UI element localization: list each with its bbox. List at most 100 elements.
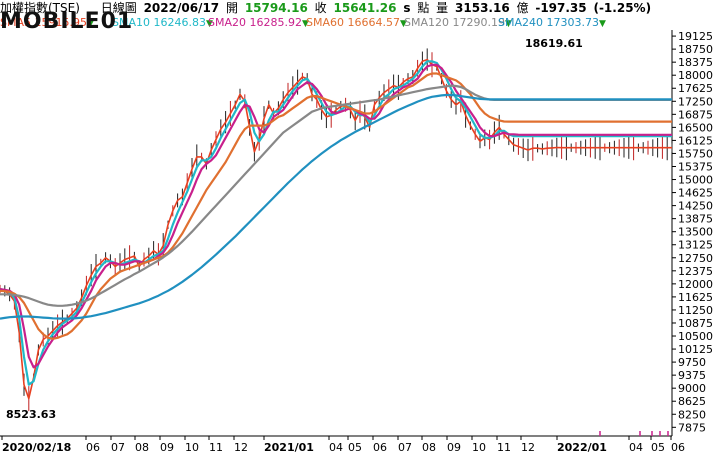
change-percent: (-1.25%) bbox=[593, 1, 652, 15]
y-tick-label: 7875 bbox=[678, 421, 706, 434]
x-tick-label: 11 bbox=[209, 441, 223, 453]
series-line-sma240 bbox=[0, 93, 672, 320]
series-line-sma20 bbox=[0, 63, 672, 369]
x-tick-label: 2020/02/18 bbox=[2, 441, 71, 453]
legend-sma120: SMA120 17290.19▼ bbox=[404, 16, 512, 31]
legend-sma10: SMA10 16246.83▼ bbox=[112, 16, 213, 31]
legend-value: 16246.83 bbox=[153, 16, 207, 29]
legend-label: SMA240 bbox=[498, 16, 547, 29]
y-tick-label: 14625 bbox=[678, 187, 713, 200]
legend-sma5: SMA5 15915.95▼ bbox=[0, 16, 94, 31]
legend-value: 16664.57 bbox=[347, 16, 401, 29]
legend-label: SMA10 bbox=[112, 16, 154, 29]
y-tick-label: 16500 bbox=[678, 121, 713, 134]
volume-label: 量 bbox=[436, 1, 449, 15]
x-tick-label: 07 bbox=[398, 441, 412, 453]
x-tick-label: 09 bbox=[160, 441, 174, 453]
y-tick-label: 11625 bbox=[678, 291, 713, 304]
y-tick-label: 12000 bbox=[678, 278, 713, 291]
y-tick-label: 10500 bbox=[678, 330, 713, 343]
legend-label: SMA120 bbox=[404, 16, 453, 29]
unit-s: s bbox=[403, 1, 411, 15]
x-tick-label: 12 bbox=[521, 441, 535, 453]
x-tick-label: 06 bbox=[86, 441, 100, 453]
y-tick-label: 8625 bbox=[678, 395, 706, 408]
y-tick-label: 18750 bbox=[678, 43, 713, 56]
y-tick-label: 11250 bbox=[678, 304, 713, 317]
y-tick-label: 17625 bbox=[678, 82, 713, 95]
change-value: -197.35 bbox=[535, 1, 587, 15]
legend-value: 17303.73 bbox=[546, 16, 600, 29]
y-tick-label: 9000 bbox=[678, 382, 706, 395]
series-line-sma5 bbox=[0, 58, 672, 400]
down-arrow-icon: ▼ bbox=[505, 19, 512, 29]
high-annotation: 18619.61 bbox=[525, 37, 583, 50]
legend-sma60: SMA60 16664.57▼ bbox=[306, 16, 407, 31]
x-tick-label: 11 bbox=[497, 441, 511, 453]
index-name: 加權指數(TSE) bbox=[0, 1, 80, 15]
volume-unit: 億 bbox=[516, 1, 529, 15]
y-tick-label: 16125 bbox=[678, 134, 713, 147]
y-tick-label: 15750 bbox=[678, 147, 713, 160]
y-tick-label: 12750 bbox=[678, 252, 713, 265]
low-annotation: 8523.63 bbox=[6, 408, 56, 421]
down-arrow-icon: ▼ bbox=[400, 19, 407, 29]
legend-label: SMA5 bbox=[0, 16, 35, 29]
y-tick-label: 19125 bbox=[678, 30, 713, 43]
y-tick-label: 17250 bbox=[678, 95, 713, 108]
x-tick-label: 10 bbox=[185, 441, 199, 453]
legend-value: 17290.19 bbox=[452, 16, 506, 29]
x-tick-label: 08 bbox=[135, 441, 149, 453]
down-arrow-icon: ▼ bbox=[599, 19, 606, 29]
y-tick-label: 8250 bbox=[678, 408, 706, 421]
legend-value: 15915.95 bbox=[34, 16, 88, 29]
close-value: 15641.26 bbox=[333, 1, 397, 15]
quote-date: 2022/06/17 bbox=[143, 1, 220, 15]
volume-value: 3153.16 bbox=[455, 1, 510, 15]
period-label: 日線圖 bbox=[100, 1, 137, 15]
series-line-sma60 bbox=[0, 72, 672, 340]
down-arrow-icon: ▼ bbox=[87, 19, 94, 29]
x-tick-label: 10 bbox=[472, 441, 486, 453]
x-tick-label: 04 bbox=[329, 441, 343, 453]
x-tick-label: 2022/01 bbox=[557, 441, 607, 453]
quote-header: 加權指數(TSE) 日線圖 2022/06/17 開 15794.16 收 15… bbox=[0, 0, 720, 16]
y-tick-label: 15000 bbox=[678, 174, 713, 187]
y-tick-label: 18375 bbox=[678, 56, 713, 69]
y-tick-label: 13125 bbox=[678, 239, 713, 252]
legend-value: 16285.92 bbox=[249, 16, 303, 29]
down-arrow-icon: ▼ bbox=[302, 19, 309, 29]
close-label: 收 bbox=[314, 1, 327, 15]
y-tick-label: 18000 bbox=[678, 69, 713, 82]
down-arrow-icon: ▼ bbox=[206, 19, 213, 29]
x-tick-label: 06 bbox=[671, 441, 685, 453]
y-tick-label: 10125 bbox=[678, 343, 713, 356]
points-label: 點 bbox=[417, 1, 430, 15]
x-tick-label: 2021/01 bbox=[264, 441, 314, 453]
legend-label: SMA20 bbox=[208, 16, 250, 29]
y-tick-label: 13500 bbox=[678, 226, 713, 239]
x-tick-label: 05 bbox=[348, 441, 362, 453]
y-tick-label: 15375 bbox=[678, 160, 713, 173]
open-value: 15794.16 bbox=[244, 1, 308, 15]
y-tick-label: 16875 bbox=[678, 108, 713, 121]
legend-sma240: SMA240 17303.73▼ bbox=[498, 16, 606, 31]
x-tick-label: 08 bbox=[422, 441, 436, 453]
logo: MOBILE01 bbox=[0, 9, 134, 34]
legend-row: SMA5 15915.95▼ SMA10 16246.83▼ SMA20 16285… bbox=[0, 16, 720, 30]
y-tick-label: 12375 bbox=[678, 265, 713, 278]
y-tick-label: 9750 bbox=[678, 356, 706, 369]
y-tick-label: 9375 bbox=[678, 369, 706, 382]
y-tick-label: 10875 bbox=[678, 317, 713, 330]
open-label: 開 bbox=[225, 1, 238, 15]
x-tick-label: 12 bbox=[234, 441, 248, 453]
x-tick-label: 09 bbox=[447, 441, 461, 453]
x-tick-label: 07 bbox=[111, 441, 125, 453]
legend-sma20: SMA20 16285.92▼ bbox=[208, 16, 309, 31]
x-tick-label: 06 bbox=[373, 441, 387, 453]
x-tick-label: 04 bbox=[629, 441, 643, 453]
legend-label: SMA60 bbox=[306, 16, 348, 29]
y-tick-label: 13875 bbox=[678, 213, 713, 226]
x-tick-label: 05 bbox=[651, 441, 665, 453]
